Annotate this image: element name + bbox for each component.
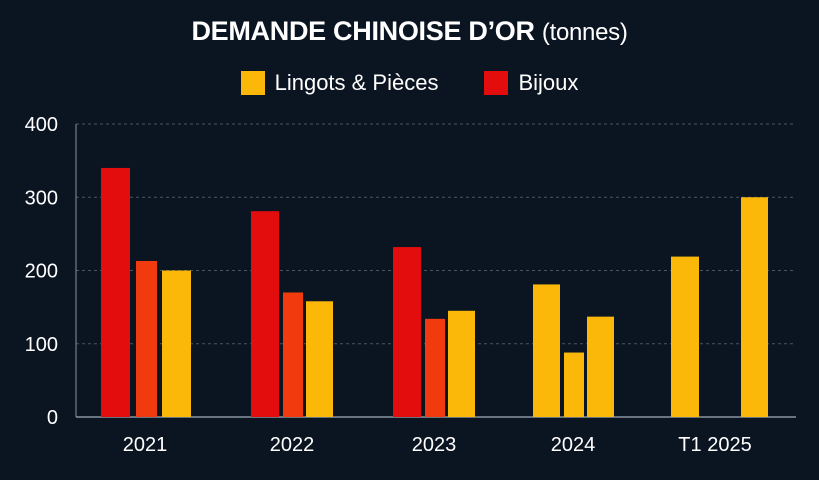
legend-swatch-bars-coins (240, 71, 265, 95)
chart-title-unit: (tonnes) (541, 19, 628, 46)
y-tick-label: 0 (47, 407, 58, 429)
x-tick-label: 2024 (551, 434, 596, 456)
y-tick-label: 300 (25, 187, 58, 209)
y-tick-label: 100 (25, 334, 58, 356)
bar (448, 310, 475, 417)
bar (425, 318, 445, 417)
x-tick-label: T1 2025 (678, 434, 751, 456)
bar (533, 284, 560, 417)
x-tick-label: 2023 (412, 434, 457, 456)
x-tick-label: 2022 (270, 434, 315, 456)
chart-title: DEMANDE CHINOISE D’OR (tonnes) (0, 16, 819, 47)
bar (283, 292, 303, 417)
bar (136, 260, 157, 417)
legend: Lingots & Pièces Bijoux (0, 70, 819, 96)
bar (564, 352, 584, 417)
legend-item-jewelry: Bijoux (484, 70, 578, 96)
bar (741, 197, 768, 417)
bar (101, 167, 130, 417)
bar (587, 316, 614, 417)
y-tick-label: 200 (25, 261, 58, 283)
bar (251, 211, 279, 417)
bar (671, 256, 699, 417)
y-tick-label: 400 (25, 114, 58, 136)
legend-swatch-jewelry (484, 71, 509, 95)
bar (162, 270, 191, 417)
legend-label-bars-coins: Lingots & Pièces (274, 70, 439, 95)
bar (393, 247, 421, 417)
bar (306, 301, 333, 417)
legend-item-bars-coins: Lingots & Pièces (240, 70, 439, 96)
legend-label-jewelry: Bijoux (518, 70, 579, 95)
x-tick-label: 2021 (123, 434, 168, 456)
chart-title-text: DEMANDE CHINOISE D’OR (191, 16, 535, 46)
